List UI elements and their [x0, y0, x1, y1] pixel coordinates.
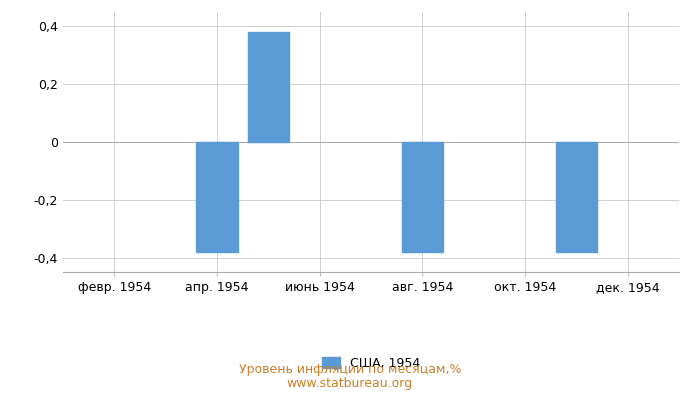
Bar — [556, 142, 597, 252]
Legend: США, 1954: США, 1954 — [316, 352, 426, 375]
Text: www.statbureau.org: www.statbureau.org — [287, 378, 413, 390]
Text: Уровень инфляции по месяцам,%: Уровень инфляции по месяцам,% — [239, 364, 461, 376]
Bar — [402, 142, 443, 252]
Bar — [248, 32, 289, 142]
Bar — [197, 142, 237, 252]
